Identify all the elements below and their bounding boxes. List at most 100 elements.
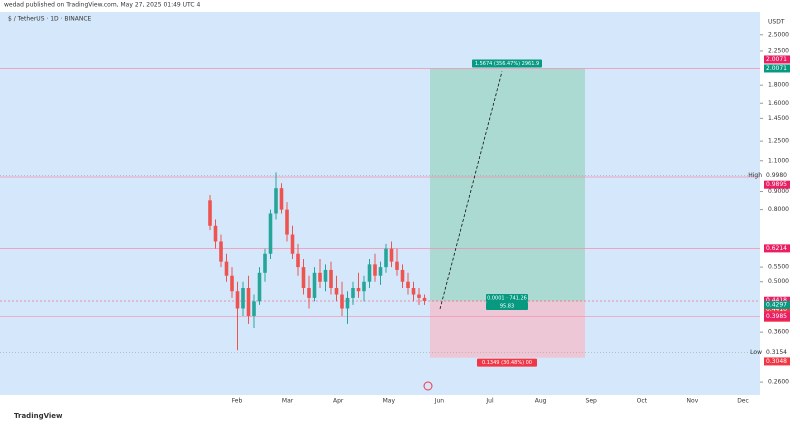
candle-body	[389, 248, 394, 262]
price-box	[764, 64, 790, 73]
candle-body	[263, 253, 267, 273]
candle-body	[400, 269, 405, 282]
candle-body	[318, 272, 322, 282]
brand: TradingView	[14, 412, 63, 420]
price-box	[764, 348, 790, 357]
candle-body	[395, 261, 399, 270]
position-label-bg	[486, 302, 528, 311]
candle-body	[351, 287, 355, 298]
candle-body	[241, 287, 245, 309]
candle-body	[246, 287, 251, 316]
candle-body	[417, 294, 421, 298]
candle-body	[422, 297, 427, 302]
price-box-label: 0.9980	[766, 172, 787, 179]
candle-body	[213, 225, 218, 242]
candle-body	[384, 248, 388, 268]
price-box-label: 0.6214	[766, 245, 787, 252]
y-tick-label: 1.4500	[768, 115, 789, 122]
projection-arrow	[439, 71, 503, 310]
candle-body	[285, 209, 289, 235]
position-label: 0.1349 (30.48%) 00	[482, 360, 532, 366]
candle-body	[340, 294, 344, 309]
price-box-label: 0.3154	[766, 349, 787, 356]
x-tick-label: Sep	[586, 398, 598, 405]
currency: USDT	[768, 19, 785, 26]
candle-body	[334, 287, 339, 295]
candle-body	[373, 264, 377, 276]
y-tick-label: 0.9000	[768, 188, 789, 195]
price-box	[764, 244, 790, 253]
x-tick-label: May	[383, 398, 396, 405]
candle-body	[296, 253, 300, 268]
price-box-label: 2.0071	[766, 65, 787, 72]
candle-body	[367, 264, 372, 282]
y-tick-label: 0.3600	[768, 329, 789, 336]
candle-body	[257, 272, 262, 302]
price-box-label: 0.4410	[766, 306, 787, 313]
candle-body	[307, 287, 311, 298]
y-tick-label: 0.5000	[768, 278, 789, 285]
x-tick-label: Jun	[434, 398, 445, 405]
position-label: 1.5674 (356.47%) 2961.9	[475, 61, 539, 67]
level-tag: Low	[750, 349, 762, 356]
price-axis	[760, 12, 800, 395]
x-tick-label: Apr	[333, 398, 344, 405]
price-box-label: 0.4297	[766, 301, 787, 308]
price-box	[764, 55, 790, 64]
y-tick-label: 0.2600	[768, 379, 789, 386]
x-tick-label: Dec	[737, 398, 749, 405]
price-box	[764, 171, 790, 180]
candle-body	[230, 275, 234, 292]
x-tick-label: Aug	[535, 398, 547, 405]
candle-body	[290, 234, 295, 254]
candle-body	[219, 241, 223, 262]
header: wedad published on TradingView.com, May …	[4, 2, 200, 9]
price-box-label: 0.4418	[766, 297, 787, 304]
price-box	[764, 357, 790, 366]
price-box	[764, 300, 790, 309]
event-icon	[423, 381, 433, 391]
position-label: 95.83	[500, 304, 514, 310]
profit-zone	[430, 68, 585, 302]
position-label-bg	[472, 59, 542, 68]
y-tick-label: 1.1000	[768, 157, 789, 164]
loss-zone	[430, 301, 585, 358]
candle-body	[362, 281, 366, 292]
candle-body	[252, 301, 256, 316]
candle-body	[279, 188, 284, 210]
y-tick-label: 1.6000	[768, 100, 789, 107]
position-label-bg	[477, 358, 537, 367]
candle-body	[301, 267, 306, 288]
candle-body	[312, 272, 317, 298]
y-tick-label: 2.2500	[768, 47, 789, 54]
symbol-title: $ / TetherUS · 1D · BINANCE	[8, 16, 92, 23]
candle-body	[268, 213, 273, 254]
price-box-label: 0.3048	[766, 358, 787, 365]
price-box	[764, 312, 790, 321]
level-tag: High	[748, 172, 762, 179]
x-tick-label: Feb	[232, 398, 243, 405]
price-box	[764, 305, 790, 314]
price-box-label: 0.3985	[766, 313, 787, 320]
candle-body	[411, 287, 416, 295]
y-tick-label: 1.2500	[768, 138, 789, 145]
y-tick-label: 0.5500	[768, 264, 789, 271]
x-tick-label: Mar	[282, 398, 294, 405]
position-label-bg	[486, 294, 528, 303]
y-tick-label: 2.5000	[768, 31, 789, 38]
candle-body	[235, 291, 240, 309]
x-tick-label: Oct	[637, 398, 648, 405]
candle-body	[378, 267, 383, 276]
position-label: 0.0001 · 741.26	[487, 296, 527, 302]
y-tick-label: 0.8000	[768, 206, 789, 213]
candle-body	[406, 281, 410, 288]
x-tick-label: Nov	[687, 398, 699, 405]
price-box-label: 2.0071	[766, 56, 787, 63]
price-box	[764, 296, 790, 305]
candle-body	[274, 188, 278, 214]
candle-body	[224, 261, 229, 276]
candle-body	[208, 200, 212, 226]
candle-body	[329, 269, 333, 288]
plot-background	[0, 12, 760, 395]
